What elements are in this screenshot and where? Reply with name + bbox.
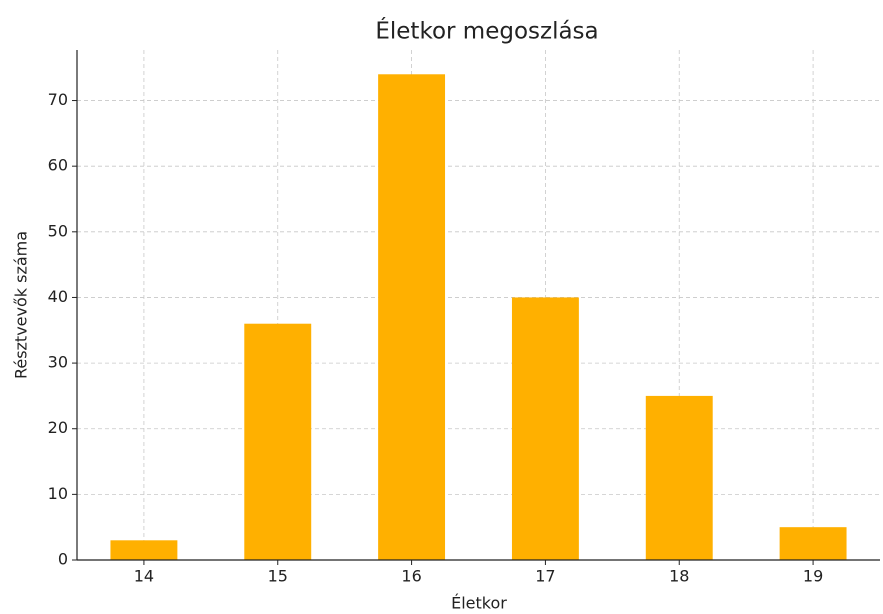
bar xyxy=(511,297,579,560)
bar xyxy=(779,527,847,560)
y-tick-label: 30 xyxy=(48,353,68,372)
x-tick-label: 15 xyxy=(268,567,288,586)
y-tick-label: 10 xyxy=(48,484,68,503)
y-tick-label: 0 xyxy=(58,550,68,569)
y-tick-label: 50 xyxy=(48,221,68,240)
x-tick-label: 17 xyxy=(535,567,555,586)
y-tick-label: 20 xyxy=(48,418,68,437)
x-tick-label: 14 xyxy=(134,567,154,586)
bar xyxy=(244,323,312,560)
bar xyxy=(645,395,713,560)
y-tick-label: 60 xyxy=(48,156,68,175)
x-tick-label: 16 xyxy=(401,567,421,586)
x-tick-label: 18 xyxy=(669,567,689,586)
y-tick-label: 70 xyxy=(48,90,68,109)
y-tick-label: 40 xyxy=(48,287,68,306)
chart-title: Életkor megoszlása xyxy=(375,17,598,45)
bar xyxy=(378,74,446,561)
x-axis-label: Életkor xyxy=(451,594,507,613)
y-axis-label: Résztvevők száma xyxy=(12,231,31,379)
x-tick-label: 19 xyxy=(803,567,823,586)
bar xyxy=(110,540,178,560)
